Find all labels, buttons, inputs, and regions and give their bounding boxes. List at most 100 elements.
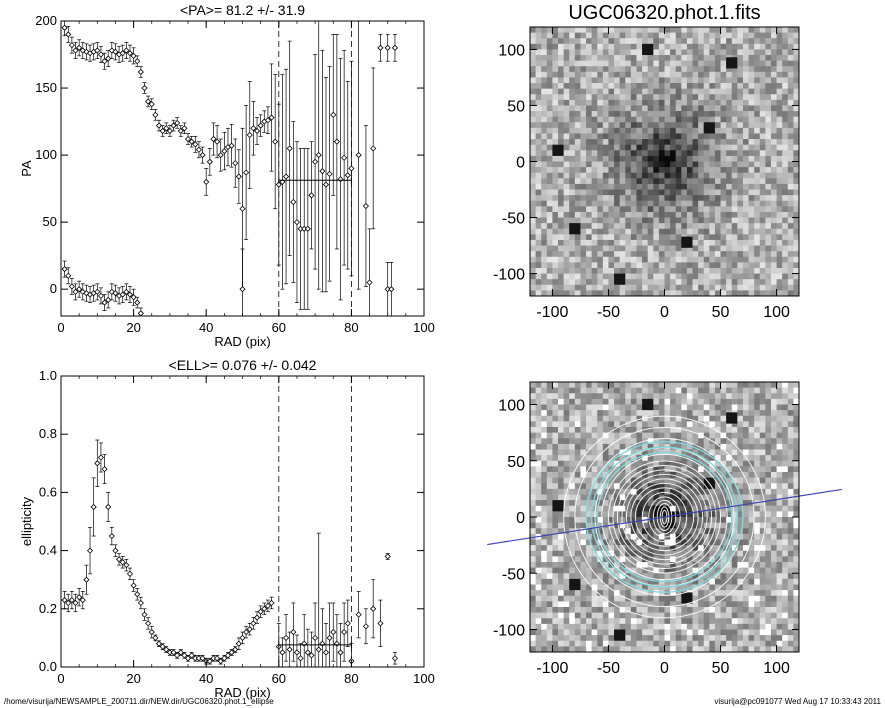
data-point <box>148 101 155 108</box>
y-tick-label: 0.0 <box>39 659 57 674</box>
isophote-ellipse <box>607 460 722 574</box>
data-point <box>94 47 101 54</box>
data-point <box>391 655 399 662</box>
data-point <box>282 634 290 641</box>
data-point <box>214 138 221 145</box>
data-point <box>246 131 253 139</box>
data-point <box>370 605 377 612</box>
data-point <box>275 181 282 188</box>
y-tick-label: 100 <box>498 42 525 59</box>
data-point <box>322 181 330 188</box>
data-point <box>293 219 301 226</box>
y-tick-label: 100 <box>35 147 57 162</box>
data-point <box>134 591 141 598</box>
data-point <box>134 299 141 306</box>
data-point <box>68 283 75 290</box>
data-point <box>97 454 104 461</box>
data-point <box>330 629 337 636</box>
data-point <box>344 172 351 179</box>
isophote-ellipse <box>641 491 688 543</box>
data-point <box>123 562 130 569</box>
data-point <box>384 553 391 560</box>
data-point <box>61 266 68 273</box>
data-point <box>264 117 271 124</box>
y-tick-label: -100 <box>493 267 525 284</box>
data-point <box>308 652 315 659</box>
star <box>569 223 581 235</box>
data-point <box>377 620 384 627</box>
image-panel-3: UGC06320.phot.1.fits -100 -50 0 50 100 -100 -50… <box>493 2 800 321</box>
data-point <box>337 649 344 656</box>
data-point <box>341 154 348 161</box>
data-point <box>65 599 72 607</box>
data-point <box>108 532 115 540</box>
x-tick-label: 20 <box>126 320 140 335</box>
profile-plot-1: <PA>= 81.2 +/- 31.9 0 20 40 60 80 100 0 50 100 150… <box>19 2 435 349</box>
x-tick-label: 40 <box>199 320 213 335</box>
data-point <box>304 649 311 656</box>
data-point <box>126 570 134 577</box>
data-point <box>61 597 68 604</box>
star <box>726 412 738 424</box>
data-point <box>304 225 311 232</box>
star <box>642 43 654 56</box>
outer-isophote-ellipse <box>585 440 744 594</box>
isophote-ellipse <box>634 487 695 547</box>
x-tick-label: -50 <box>597 304 620 321</box>
data-point <box>235 173 242 180</box>
pixel-field <box>530 382 800 653</box>
data-point <box>68 597 75 604</box>
star <box>681 592 693 604</box>
data-point <box>76 286 83 293</box>
x-tick-label: -50 <box>597 660 620 677</box>
x-tick-label: 100 <box>413 671 435 686</box>
x-tick-label: 100 <box>763 660 790 677</box>
y-tick-label: 0 <box>516 155 525 172</box>
data-point <box>232 160 239 167</box>
footer-timestamp: visurija@pc091077 Wed Aug 17 10:33:43 20… <box>714 697 881 706</box>
data-point <box>101 466 108 473</box>
data-point <box>101 58 108 65</box>
x-tick-label: -100 <box>536 304 568 321</box>
data-point <box>195 146 203 153</box>
data-point <box>72 599 79 607</box>
star <box>552 144 564 156</box>
data-point <box>322 649 330 656</box>
data-point <box>119 50 126 57</box>
y-tick-label: 1.0 <box>39 368 57 383</box>
data-point <box>279 649 286 656</box>
data-point <box>344 620 351 627</box>
y-tick-label: 50 <box>43 214 57 229</box>
y-tick-label: -100 <box>493 623 525 640</box>
data-point <box>319 168 326 175</box>
data-point <box>105 503 112 511</box>
x-tick-label: 80 <box>344 671 358 686</box>
data-point <box>61 24 68 31</box>
data-point <box>391 44 399 51</box>
y-tick-label: 0.8 <box>39 426 57 441</box>
data-point <box>152 111 159 118</box>
data-point <box>243 629 250 636</box>
data-point <box>76 594 83 601</box>
data-point <box>272 138 279 145</box>
data-point <box>137 310 144 317</box>
data-point <box>126 50 134 57</box>
data-point <box>301 640 308 647</box>
data-point <box>348 165 355 172</box>
data-point <box>261 605 268 612</box>
data-point <box>330 111 337 118</box>
isophote-ellipse <box>616 469 713 565</box>
data-point <box>130 582 137 589</box>
pa-line <box>487 488 842 546</box>
y-tick-label: 50 <box>507 98 525 115</box>
y-tick-label: 0.4 <box>39 543 57 558</box>
data-point <box>90 503 97 511</box>
star <box>569 578 581 591</box>
profile-plot-2: <ELL>= 0.076 +/- 0.042 0 20 40 60 80 100 0.0 0.2… <box>19 357 435 700</box>
data-point <box>86 547 94 554</box>
data-point <box>326 170 333 177</box>
data-point <box>137 599 144 607</box>
isophote-ellipse <box>601 453 728 581</box>
data-point <box>362 202 369 210</box>
data-point <box>210 135 217 143</box>
